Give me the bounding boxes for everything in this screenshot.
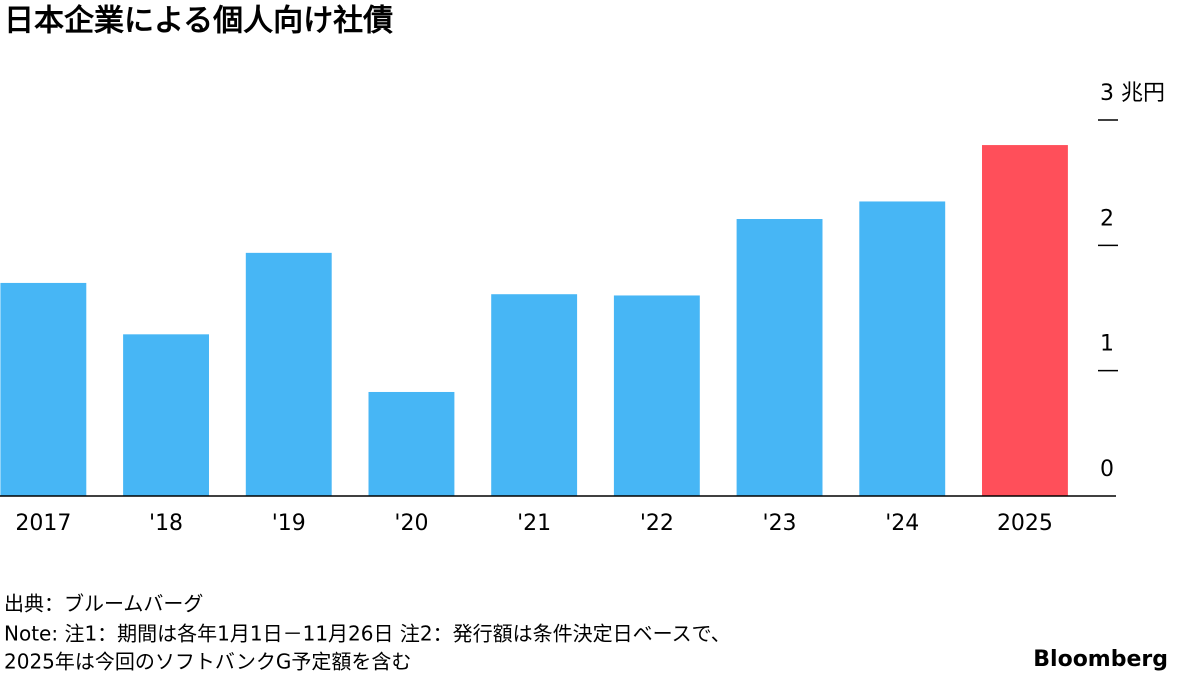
bar <box>982 145 1068 497</box>
bar <box>0 282 87 496</box>
note: Note: 注1：期間は各年1月1日－11月26日 注2：発行額は条件決定日ベー… <box>4 622 731 646</box>
x-tick-label: '22 <box>640 511 674 536</box>
bar <box>613 295 700 496</box>
source: 出典：ブルームバーグ <box>4 592 203 616</box>
x-tick-label: 2025 <box>997 511 1053 536</box>
y-tick-label: 2 <box>1100 206 1114 231</box>
x-tick-label: '24 <box>885 511 919 536</box>
x-tick-label: '21 <box>517 511 551 536</box>
y-tick-label: 1 <box>1100 332 1114 357</box>
bar <box>491 294 578 496</box>
x-tick-label: '20 <box>394 511 428 536</box>
bar <box>123 334 209 496</box>
x-tick-label: '23 <box>763 511 797 536</box>
note: 2025年は今回のソフトバンクG予定額を含む <box>4 650 411 674</box>
y-tick-label: 3 兆円 <box>1100 81 1165 106</box>
bar <box>368 391 455 496</box>
x-tick-label: '19 <box>272 511 306 536</box>
x-tick-label: '18 <box>149 511 183 536</box>
chart-title: 日本企業による個人向け社債 <box>4 4 393 39</box>
y-tick-label: 0 <box>1100 457 1114 482</box>
bar <box>245 252 332 496</box>
bar <box>859 201 946 496</box>
bar <box>736 219 823 496</box>
x-tick-label: 2017 <box>15 511 71 536</box>
brand: Bloomberg <box>1033 647 1168 672</box>
